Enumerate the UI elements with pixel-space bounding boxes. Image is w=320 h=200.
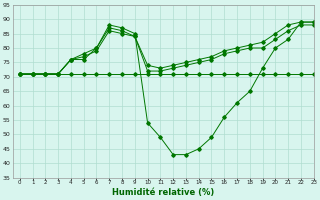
- X-axis label: Humidité relative (%): Humidité relative (%): [112, 188, 215, 197]
